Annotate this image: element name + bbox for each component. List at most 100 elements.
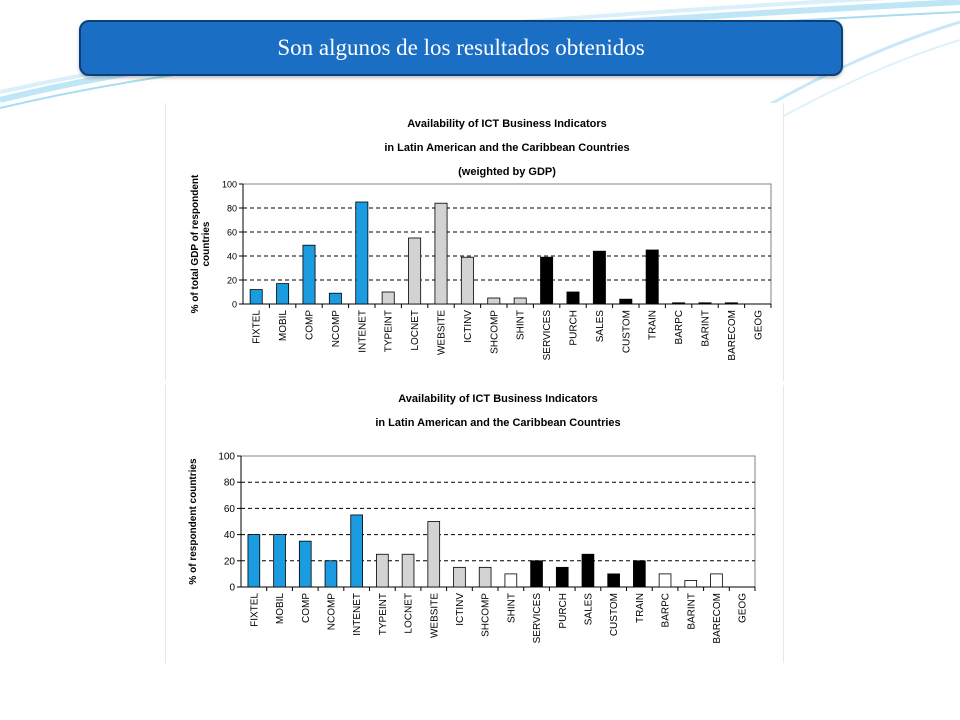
bar-ictinv bbox=[453, 566, 466, 588]
x-tick-label: SHCOMP bbox=[489, 310, 500, 354]
chart-panel-gdp-weighted: Availability of ICT Business Indicators i… bbox=[165, 103, 784, 381]
chart-panel-respondent-countries: Availability of ICT Business Indicators i… bbox=[165, 385, 784, 663]
bar-sales bbox=[581, 553, 595, 588]
slide-title-bar: Son algunos de los resultados obtenidos bbox=[79, 20, 843, 76]
bar-fixtel bbox=[247, 534, 261, 588]
x-tick-label: LOCNET bbox=[404, 593, 415, 634]
bar-ncomp bbox=[324, 560, 338, 588]
bar-custom bbox=[619, 298, 633, 305]
x-tick-label: COMP bbox=[305, 310, 316, 340]
x-tick-label: GEOG bbox=[738, 593, 749, 623]
x-tick-label: TYPEINT bbox=[384, 310, 395, 352]
y-tick-label: 0 bbox=[229, 583, 235, 594]
x-tick-label: CUSTOM bbox=[609, 593, 620, 636]
x-tick-label: WEBSITE bbox=[437, 310, 448, 355]
bar-train bbox=[645, 249, 659, 305]
x-tick-label: TRAIN bbox=[635, 593, 646, 623]
x-tick-label: INTENET bbox=[357, 310, 368, 353]
bar-comp bbox=[302, 244, 316, 305]
x-tick-label: WEBSITE bbox=[429, 593, 440, 638]
bar-shint bbox=[504, 573, 518, 588]
bar-train bbox=[633, 560, 646, 588]
bar-comp bbox=[298, 540, 312, 588]
y-tick-label: 40 bbox=[227, 252, 237, 262]
bar-barecom bbox=[724, 302, 738, 305]
y-tick-label: 80 bbox=[224, 478, 236, 489]
bar-barpc bbox=[658, 573, 672, 588]
bar-shint bbox=[513, 297, 527, 305]
x-tick-label: GEOG bbox=[753, 310, 764, 340]
x-tick-label: PURCH bbox=[558, 593, 569, 629]
bar-locnet bbox=[401, 553, 415, 588]
bar-shcomp bbox=[487, 297, 501, 305]
bar-chart-gdp-weighted: Availability of ICT Business Indicators i… bbox=[190, 118, 772, 361]
bar-barint bbox=[684, 580, 698, 588]
y-tick-label: 0 bbox=[232, 300, 237, 310]
x-tick-label: BARINT bbox=[701, 310, 712, 347]
x-tick-label: CUSTOM bbox=[621, 310, 632, 353]
x-tick-label: BARPC bbox=[674, 310, 685, 344]
bar-ncomp bbox=[328, 292, 342, 305]
y-tick-label: 60 bbox=[227, 228, 237, 238]
x-tick-label: ICTINV bbox=[455, 593, 466, 626]
x-tick-label: BARPC bbox=[661, 593, 672, 627]
x-tick-label: ICTINV bbox=[463, 310, 474, 343]
slide-title: Son algunos de los resultados obtenidos bbox=[277, 35, 645, 60]
bar-shcomp bbox=[478, 566, 492, 588]
x-tick-label: NCOMP bbox=[326, 593, 337, 631]
x-tick-label: NCOMP bbox=[331, 310, 342, 348]
x-tick-label: FIXTEL bbox=[249, 593, 260, 627]
chart-subtitle-weighting: (weighted by GDP) bbox=[458, 166, 556, 178]
bar-mobil bbox=[273, 534, 286, 588]
x-tick-label: COMP bbox=[301, 593, 312, 623]
bar-typeint bbox=[381, 291, 395, 305]
bar-purch bbox=[566, 291, 580, 305]
x-tick-label: INTENET bbox=[352, 593, 363, 636]
bar-intenet bbox=[350, 514, 363, 588]
y-tick-label: 20 bbox=[227, 276, 237, 286]
x-tick-label: PURCH bbox=[569, 310, 580, 346]
x-tick-label: MOBIL bbox=[278, 310, 289, 342]
bar-services bbox=[540, 256, 554, 305]
y-tick-label: 100 bbox=[218, 452, 235, 463]
bar-purch bbox=[555, 566, 569, 588]
x-tick-label: SERVICES bbox=[542, 310, 553, 361]
y-tick-label: 20 bbox=[224, 556, 236, 567]
x-tick-label: SALES bbox=[583, 593, 594, 626]
x-tick-label: BARECOM bbox=[712, 593, 723, 644]
plot-area bbox=[240, 455, 756, 588]
x-tick-label: LOCNET bbox=[410, 310, 421, 351]
y-tick-label: 80 bbox=[227, 204, 237, 214]
bar-intenet bbox=[355, 201, 369, 305]
x-tick-label: TRAIN bbox=[648, 310, 659, 340]
chart-subtitle: in Latin American and the Caribbean Coun… bbox=[384, 142, 629, 154]
y-axis-label: % of total GDP of respondent bbox=[190, 174, 201, 313]
chart-subtitle: in Latin American and the Caribbean Coun… bbox=[375, 417, 620, 429]
x-tick-label: SALES bbox=[595, 310, 606, 343]
y-tick-label: 60 bbox=[224, 504, 236, 515]
bar-sales bbox=[592, 250, 606, 305]
bar-chart-respondent-countries: Availability of ICT Business Indicators i… bbox=[188, 393, 756, 644]
x-tick-label: TYPEINT bbox=[378, 593, 389, 635]
y-tick-label: 100 bbox=[222, 180, 237, 190]
x-tick-label: BARECOM bbox=[727, 310, 738, 361]
y-axis-label: % of respondent countries bbox=[188, 458, 199, 585]
x-tick-label: SHINT bbox=[516, 310, 527, 340]
y-axis-label-line2: countries bbox=[201, 221, 212, 266]
bar-services bbox=[530, 560, 543, 588]
bar-typeint bbox=[376, 553, 389, 588]
chart-title: Availability of ICT Business Indicators bbox=[407, 118, 606, 130]
bar-mobil bbox=[276, 283, 290, 305]
x-tick-label: SHINT bbox=[506, 593, 517, 623]
bar-barecom bbox=[710, 573, 723, 588]
x-tick-label: SHCOMP bbox=[481, 593, 492, 637]
x-tick-label: MOBIL bbox=[275, 593, 286, 625]
bar-website bbox=[427, 521, 441, 588]
x-tick-label: BARINT bbox=[686, 593, 697, 630]
bar-ictinv bbox=[460, 256, 474, 305]
plot-area bbox=[242, 183, 772, 305]
bar-barpc bbox=[672, 302, 686, 305]
y-tick-label: 40 bbox=[224, 530, 236, 541]
x-tick-label: FIXTEL bbox=[252, 310, 263, 344]
bar-barint bbox=[698, 302, 712, 305]
